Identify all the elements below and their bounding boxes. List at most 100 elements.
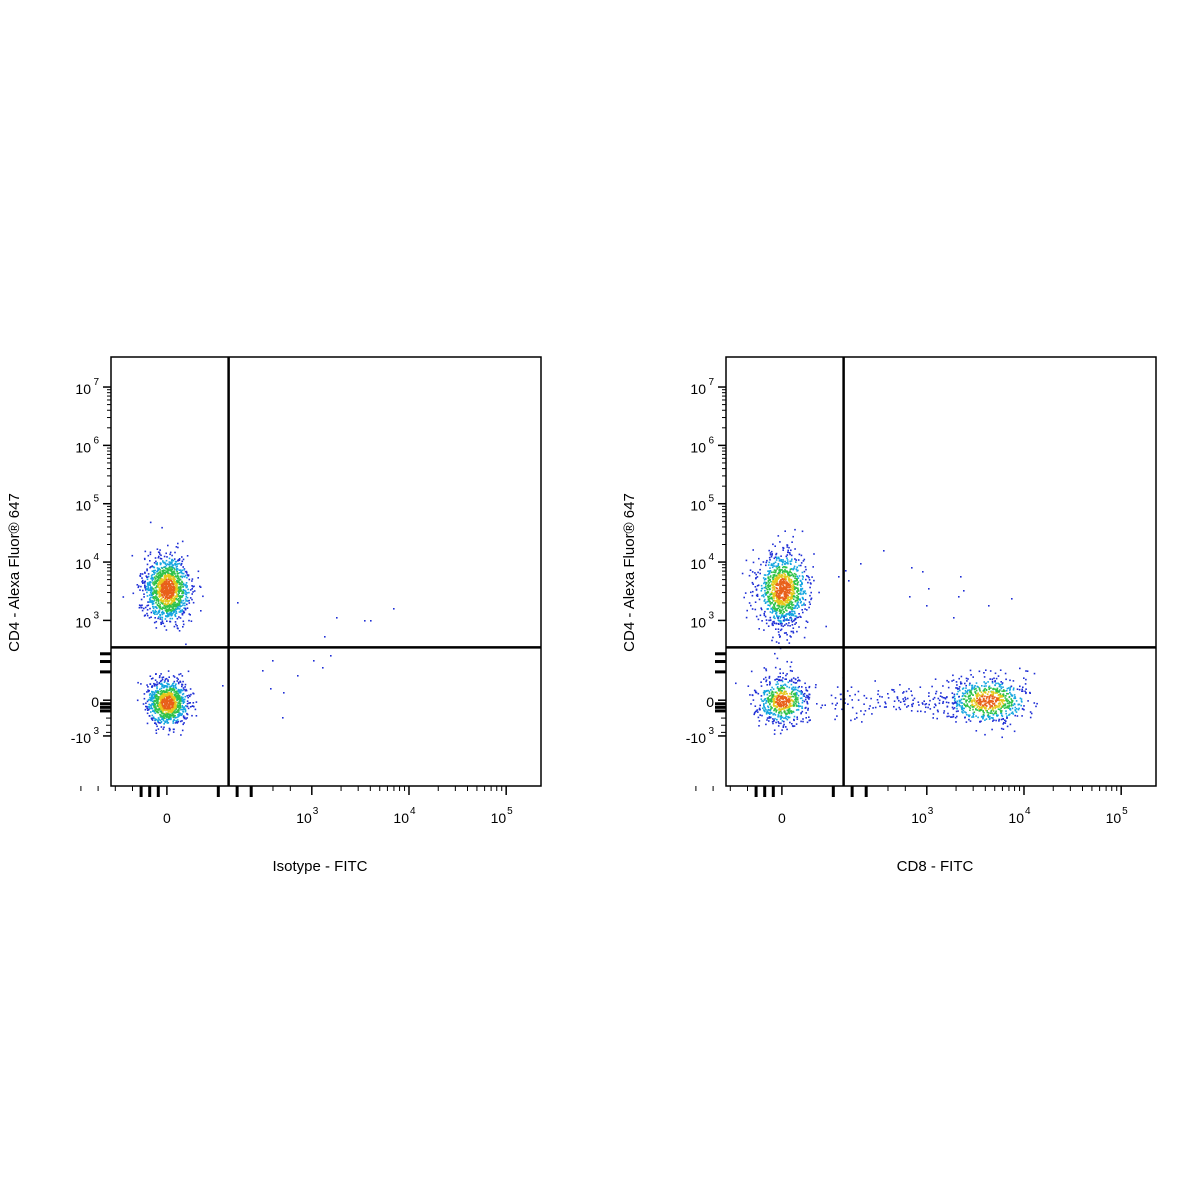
event-dot (186, 596, 189, 599)
x-tick-exponent: 4 (410, 806, 416, 817)
event-dot (990, 709, 993, 712)
event-dot (800, 554, 803, 557)
event-dot (174, 595, 177, 597)
event-dot (804, 590, 806, 592)
event-dot (1006, 687, 1009, 690)
event-dot (966, 692, 969, 695)
event-dot (970, 691, 972, 694)
event-dot (787, 712, 790, 714)
event-dot (163, 572, 166, 575)
event-dot (769, 712, 771, 715)
event-dot (176, 575, 179, 577)
event-dot (165, 584, 167, 587)
event-dot (173, 710, 175, 713)
event-dot (155, 729, 157, 732)
event-dot (168, 715, 171, 718)
event-dot (161, 718, 163, 720)
event-dot (150, 577, 152, 580)
event-dot (1003, 721, 1005, 724)
event-dot (779, 718, 782, 720)
event-dot (143, 607, 145, 610)
event-dot (774, 700, 777, 703)
event-dot (965, 687, 967, 689)
event-dot (998, 683, 1001, 685)
event-dot (1004, 697, 1007, 699)
event-dot (905, 690, 908, 693)
event-dot (788, 584, 790, 586)
event-dot (799, 584, 802, 586)
event-dot (795, 573, 797, 576)
event-dot (989, 707, 992, 709)
event-dot (1001, 714, 1003, 716)
event-dot (179, 700, 182, 702)
event-dot (774, 617, 776, 620)
event-dot (780, 569, 782, 571)
event-dot (177, 705, 179, 708)
event-dot (790, 585, 792, 587)
event-dot (985, 718, 988, 720)
event-dot (774, 691, 777, 694)
event-dot (945, 696, 948, 699)
event-dot (162, 592, 165, 595)
event-dot (162, 707, 164, 710)
event-dot (779, 619, 781, 622)
event-dot (765, 699, 768, 702)
event-dot (757, 618, 760, 621)
event-dot (183, 576, 186, 578)
event-dot (182, 626, 184, 628)
event-dot (972, 694, 974, 696)
event-dot (181, 540, 184, 543)
event-dot (781, 690, 783, 692)
event-dot (147, 601, 149, 603)
event-dot (166, 605, 169, 608)
event-dot (821, 704, 824, 707)
event-dot (768, 556, 771, 559)
event-dot (172, 606, 175, 608)
event-dot (982, 715, 985, 718)
event-dot (169, 714, 171, 717)
event-dot (779, 690, 782, 693)
event-dot (951, 680, 953, 682)
event-dot (168, 604, 171, 606)
event-dot (182, 589, 185, 591)
event-dot (796, 689, 799, 692)
event-dot (762, 700, 765, 703)
event-dot (781, 607, 784, 609)
event-dot (952, 713, 955, 716)
event-dot (167, 683, 169, 686)
event-dot (950, 716, 952, 718)
event-dot (174, 709, 176, 712)
event-dot (167, 603, 169, 605)
event-dot (178, 599, 180, 602)
event-dot (991, 701, 993, 703)
event-dot (185, 705, 187, 707)
event-dot (164, 715, 167, 718)
event-dot (139, 574, 141, 577)
event-dot (752, 699, 755, 701)
event-dot (774, 714, 777, 716)
event-dot (167, 602, 169, 604)
event-dot (1014, 697, 1017, 700)
event-dot (983, 711, 985, 714)
event-dot (176, 590, 178, 592)
event-dot (968, 718, 970, 721)
event-dot (778, 594, 780, 596)
event-dot (181, 729, 184, 732)
event-dot (172, 686, 175, 689)
event-dot (163, 692, 166, 695)
event-dot (189, 688, 192, 690)
event-dot (155, 696, 158, 698)
event-dot (172, 722, 174, 724)
event-dot (788, 686, 791, 689)
event-dot (765, 601, 767, 604)
event-dot (174, 702, 177, 705)
event-dot (967, 689, 969, 692)
event-dot (171, 602, 173, 604)
event-dot (965, 691, 967, 693)
event-dot (796, 575, 799, 578)
event-dot (1005, 712, 1007, 715)
event-dot (171, 561, 173, 563)
event-dot (148, 715, 151, 717)
event-dot (795, 700, 797, 702)
event-dot (805, 712, 807, 714)
